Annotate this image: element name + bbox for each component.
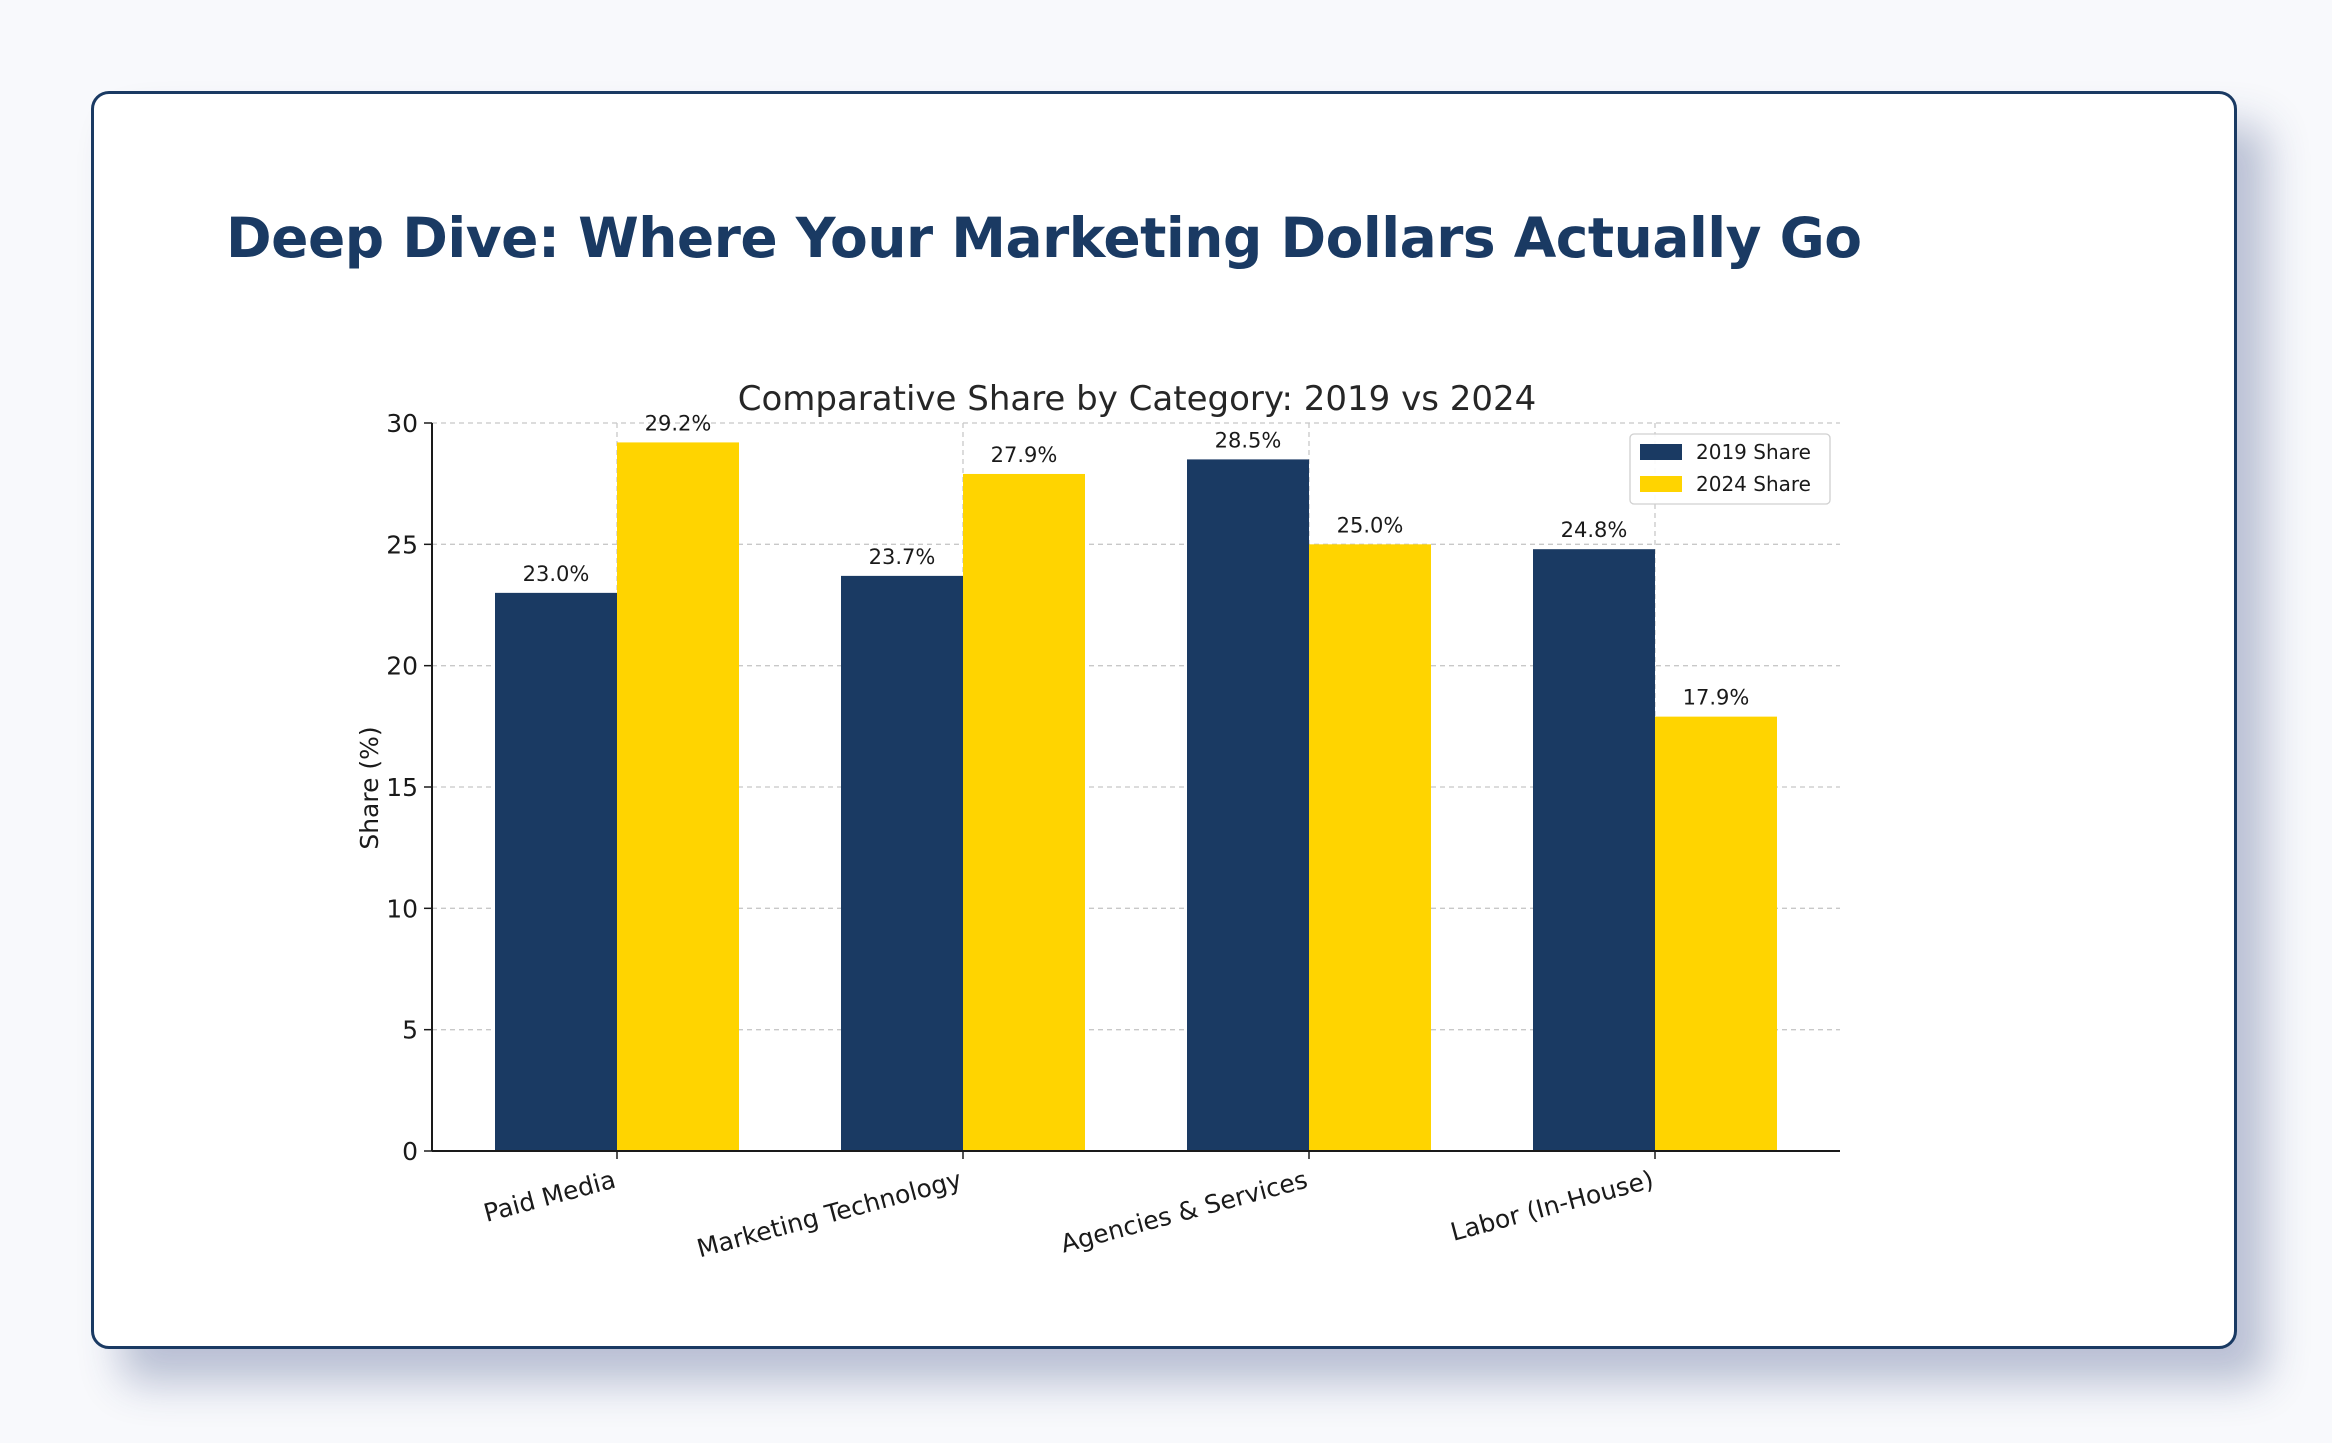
bar-2024	[617, 442, 739, 1151]
page-title: Deep Dive: Where Your Marketing Dollars …	[226, 206, 1862, 270]
bar-2024	[1655, 716, 1777, 1151]
bar-2019	[1187, 459, 1309, 1151]
bar-value-label: 24.8%	[1561, 518, 1628, 542]
legend-swatch	[1640, 476, 1682, 492]
y-tick-label: 25	[386, 530, 418, 559]
bars	[495, 442, 1777, 1152]
y-axis-label: Share (%)	[355, 726, 384, 849]
y-tick-label: 30	[386, 409, 418, 438]
x-tick-label: Marketing Technology	[694, 1165, 965, 1264]
x-tick-label: Paid Media	[481, 1165, 619, 1228]
bar-value-label: 27.9%	[991, 443, 1058, 467]
legend-label: 2024 Share	[1696, 472, 1811, 496]
y-tick-label: 10	[386, 894, 418, 923]
bar-value-label: 25.0%	[1337, 513, 1404, 537]
bar-2019	[495, 592, 617, 1151]
slide-card: Deep Dive: Where Your Marketing Dollars …	[91, 91, 2237, 1349]
bar-value-label: 29.2%	[645, 411, 712, 435]
x-tick-label: Agencies & Services	[1058, 1165, 1311, 1259]
bar-2019	[841, 575, 963, 1151]
bar-value-label: 23.7%	[869, 545, 936, 569]
data-labels: 23.0% 23.7% 28.5% 24.8% 29.2% 27.9% 25.0% 17.9%	[523, 411, 1750, 709]
x-tick-label: Labor (In-House)	[1447, 1165, 1656, 1247]
y-tick-label: 20	[386, 652, 418, 681]
y-tick-label: 15	[386, 773, 418, 802]
bar-value-label: 17.9%	[1683, 686, 1750, 710]
y-tick-label: 0	[402, 1137, 418, 1166]
chart-title: Comparative Share by Category: 2019 vs 2…	[738, 379, 1537, 419]
bar-2024	[963, 473, 1085, 1152]
legend-label: 2019 Share	[1696, 440, 1811, 464]
y-tick-label: 5	[402, 1016, 418, 1045]
bar-value-label: 23.0%	[523, 562, 590, 586]
legend-swatch	[1640, 444, 1682, 460]
legend: 2019 Share 2024 Share	[1629, 433, 1831, 505]
bar-2019	[1533, 549, 1655, 1151]
bar-value-label: 28.5%	[1215, 428, 1282, 452]
bar-2024	[1309, 544, 1431, 1151]
